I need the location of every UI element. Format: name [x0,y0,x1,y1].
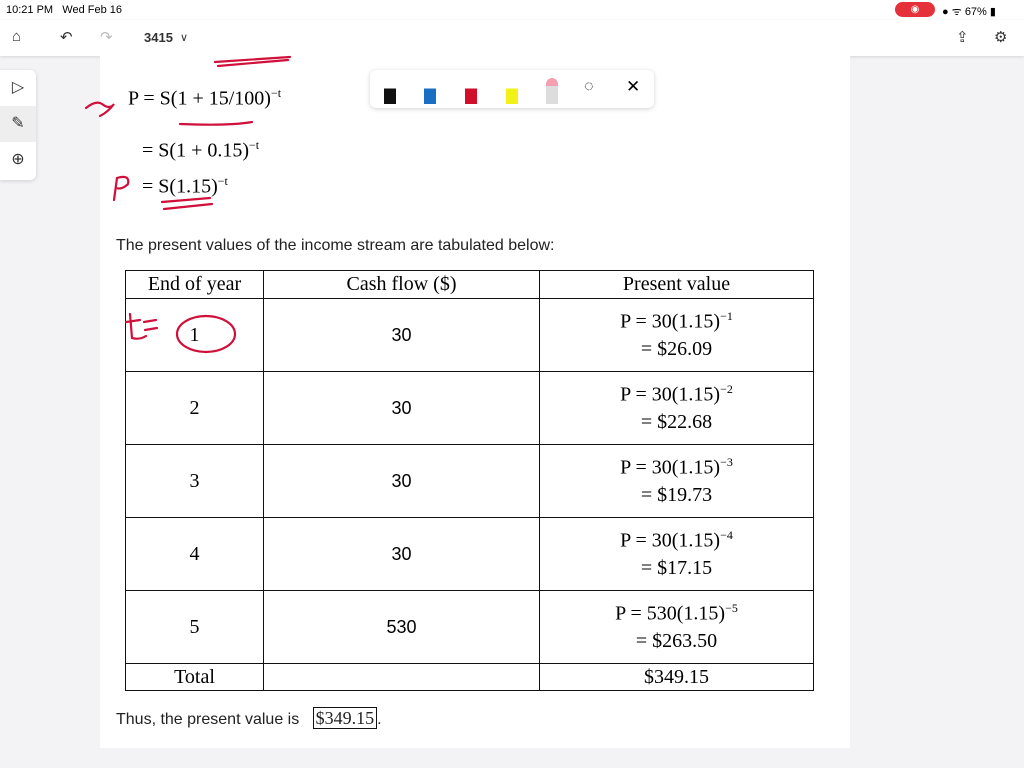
pv-cell: P = 30(1.15)−3 = $19.73 [539,444,814,518]
pen-tool-icon[interactable]: ✎ [0,106,36,142]
table-row: 4 30 P = 30(1.15)−4 = $17.15 [125,517,814,591]
lasso-icon[interactable]: ◌ [584,78,594,95]
add-icon[interactable]: ⊕ [11,151,25,168]
close-icon[interactable]: ✕ [626,77,641,96]
table-row: 1 30 P = 30(1.15)−1 = $26.09 [125,298,814,372]
pv-formula: P = 30(1.15)−3 [620,455,733,479]
conclusion: Thus, the present value is $349.15. [116,707,382,729]
cash-cell: 30 [263,371,540,445]
pv-value: = $263.50 [635,629,718,652]
table-row: 3 30 P = 30(1.15)−3 = $19.73 [125,444,814,518]
pv-value: = $22.68 [640,410,713,433]
cash-cell: 30 [263,517,540,591]
chevron-down-icon[interactable]: ∨ [180,32,189,44]
equation-line-3: = S(1.15)−t [142,174,228,198]
pv-formula: P = 30(1.15)−1 [620,309,733,333]
year-cell: 2 [125,371,264,445]
intro-text: The present values of the income stream … [116,237,555,254]
equation-line-1: P = S(1 + 15/100)−t [128,86,282,110]
gear-icon[interactable]: ⚙ [994,29,1008,46]
year-cell: 1 [125,298,264,372]
equation-line-2: = S(1 + 0.15)−t [142,138,260,162]
pen-palette: ◌ ✕ [370,70,654,108]
app-toolbar: ⌂ ↶ ↷ 3415 ∨ ⇪ ⚙ [0,20,1024,56]
pv-formula: P = 30(1.15)−4 [620,528,733,552]
year-cell: 4 [125,517,264,591]
pv-value: = $19.73 [640,483,713,506]
pv-cell: P = 30(1.15)−1 = $26.09 [539,298,814,372]
cash-cell: 30 [263,298,540,372]
total-empty [263,663,540,691]
share-icon[interactable]: ⇪ [956,29,969,46]
select-tool-icon[interactable]: ▷ [11,79,25,96]
undo-icon[interactable]: ↶ [60,29,73,46]
black-pen[interactable] [384,78,396,104]
blue-pen[interactable] [424,78,436,104]
cash-cell: 530 [263,590,540,664]
pv-value: = $26.09 [640,337,713,360]
recording-indicator[interactable]: ◉ [895,2,935,17]
eraser[interactable] [546,78,558,104]
total-label: Total [125,663,264,691]
highlighter[interactable] [506,78,518,104]
year-cell: 5 [125,590,264,664]
red-pen[interactable] [465,78,477,104]
pv-formula: P = 530(1.15)−5 [615,601,738,625]
pv-cell: P = 30(1.15)−2 = $22.68 [539,371,814,445]
total-value: $349.15 [539,663,814,691]
battery: ● ᯤ 67% ▮ [942,6,996,18]
table-row: 5 530 P = 530(1.15)−5 = $263.50 [125,590,814,664]
year-cell: 3 [125,444,264,518]
status-bar: 10:21 PM Wed Feb 16 ◉ ● ᯤ 67% ▮ [0,0,1024,20]
present-value-table: End of year Cash flow ($) Present value 1 … [125,270,814,691]
header-pv: Present value [539,270,814,299]
header-year: End of year [125,270,264,299]
answer-box: $349.15 [312,707,378,729]
pv-value: = $17.15 [640,556,713,579]
pv-formula: P = 30(1.15)−2 [620,382,733,406]
pv-cell: P = 30(1.15)−4 = $17.15 [539,517,814,591]
pv-cell: P = 530(1.15)−5 = $263.50 [539,590,814,664]
tool-sidebar: ▷ ✎ ⊕ [0,70,36,180]
document-title[interactable]: 3415 [144,30,173,45]
redo-icon[interactable]: ↷ [100,29,113,46]
home-icon[interactable]: ⌂ [12,28,22,45]
header-cash: Cash flow ($) [263,270,540,299]
clock: 10:21 PM Wed Feb 16 [6,4,122,16]
table-row: 2 30 P = 30(1.15)−2 = $22.68 [125,371,814,445]
cash-cell: 30 [263,444,540,518]
